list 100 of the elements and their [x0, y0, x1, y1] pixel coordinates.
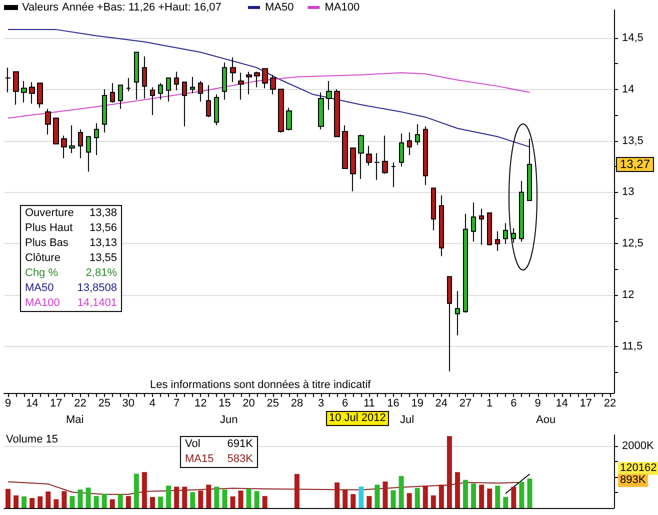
candlestick — [527, 138, 532, 201]
y-tick-label: 2000K — [622, 440, 654, 452]
bar — [94, 496, 99, 508]
candlestick — [206, 84, 211, 118]
bar — [22, 496, 27, 508]
bar — [382, 481, 388, 508]
candlestick — [447, 276, 452, 372]
candlestick — [471, 202, 476, 242]
bar — [414, 488, 420, 508]
x-tick-label: 6 — [510, 398, 517, 410]
x-tick-label: 16 — [387, 398, 400, 410]
candlestick — [278, 88, 284, 134]
candlestick — [69, 124, 75, 154]
candlestick — [53, 118, 59, 144]
candlestick — [45, 108, 51, 136]
line-series — [8, 29, 530, 148]
candlestick — [391, 162, 396, 188]
candlestick — [94, 122, 99, 156]
candlestick — [13, 71, 19, 106]
x-tick-label: 14 — [26, 398, 38, 410]
candlestick — [455, 290, 460, 336]
annotation: 13,13 — [89, 236, 117, 251]
x-tick-label: 20 — [242, 398, 255, 410]
candlestick — [134, 52, 139, 100]
candlestick — [29, 82, 35, 104]
bar — [398, 476, 404, 508]
annotation: MA50 — [25, 281, 54, 296]
x-tick-label: 17 — [580, 398, 592, 410]
text: 893K — [618, 474, 648, 487]
text: 10 Jul 2012 — [326, 411, 389, 426]
annotation: Les informations sont données à titre indicatif — [150, 379, 371, 392]
candlestick — [118, 84, 123, 110]
annotation: 13,56 — [89, 221, 117, 236]
candlestick — [423, 126, 428, 186]
bar — [454, 472, 460, 508]
candlestick — [78, 128, 83, 159]
candlestick — [238, 72, 244, 100]
x-tick-label: 1 — [486, 398, 493, 410]
candlestick — [334, 88, 340, 138]
candlestick — [374, 152, 380, 180]
bar — [519, 482, 524, 508]
x-tick-label: 4 — [149, 398, 156, 410]
bar — [102, 494, 107, 508]
legend-label: MA50 — [265, 2, 294, 14]
x-tick-label: 25 — [266, 398, 280, 410]
chart-title: Volume 15 — [6, 434, 58, 446]
bar — [366, 496, 372, 508]
candlestick — [439, 194, 444, 257]
bar — [142, 472, 147, 508]
bar — [54, 499, 59, 508]
candlestick — [246, 71, 252, 95]
bar — [214, 486, 220, 508]
candlestick — [270, 74, 276, 95]
chart-subtitle: Année +Bas: 11,26 +Haut: 16,07 — [62, 2, 222, 14]
bar — [86, 488, 91, 508]
bar — [511, 486, 516, 508]
legend-label: MA100 — [324, 2, 360, 14]
candlestick — [37, 82, 43, 108]
candlestick — [399, 133, 404, 167]
candlestick — [407, 132, 412, 156]
y-tick-label: 12 — [622, 289, 634, 302]
x-tick-label: 19 — [411, 398, 424, 410]
candlestick — [150, 86, 155, 116]
bar — [30, 498, 35, 508]
bar — [471, 483, 476, 508]
bar — [246, 488, 252, 508]
bar — [174, 486, 180, 508]
bar — [262, 496, 268, 508]
x-tick-label: 7 — [174, 398, 180, 410]
x-tick-label: 25 — [98, 398, 110, 410]
x-tick-label: 27 — [459, 398, 472, 410]
candlestick — [198, 80, 203, 102]
bar — [126, 496, 131, 508]
y-tick-label: 14 — [622, 83, 634, 96]
bar — [6, 488, 11, 508]
x-tick-label: 17 — [50, 398, 62, 410]
bar — [38, 496, 43, 508]
bar — [158, 496, 164, 508]
candlestick — [166, 77, 171, 102]
candlestick — [214, 94, 219, 126]
candlestick — [511, 228, 516, 244]
candlestick — [350, 147, 356, 192]
bar — [78, 490, 83, 508]
bar — [463, 480, 468, 508]
x-tick-label: 30 — [122, 398, 135, 410]
bar — [446, 436, 452, 508]
x-tick-label: 9 — [4, 398, 12, 410]
annotation: 13,8508 — [77, 281, 117, 296]
candlestick — [463, 213, 468, 314]
x-tick-label: 24 — [435, 398, 448, 410]
candlestick — [431, 188, 436, 231]
annotation: Vol — [185, 437, 200, 452]
candlestick — [358, 134, 364, 180]
candlestick — [126, 77, 131, 92]
bar — [487, 488, 492, 508]
candlestick — [102, 88, 107, 134]
bar — [198, 490, 204, 508]
candlestick — [190, 76, 195, 94]
bar — [70, 496, 75, 508]
candlestick — [366, 145, 372, 166]
